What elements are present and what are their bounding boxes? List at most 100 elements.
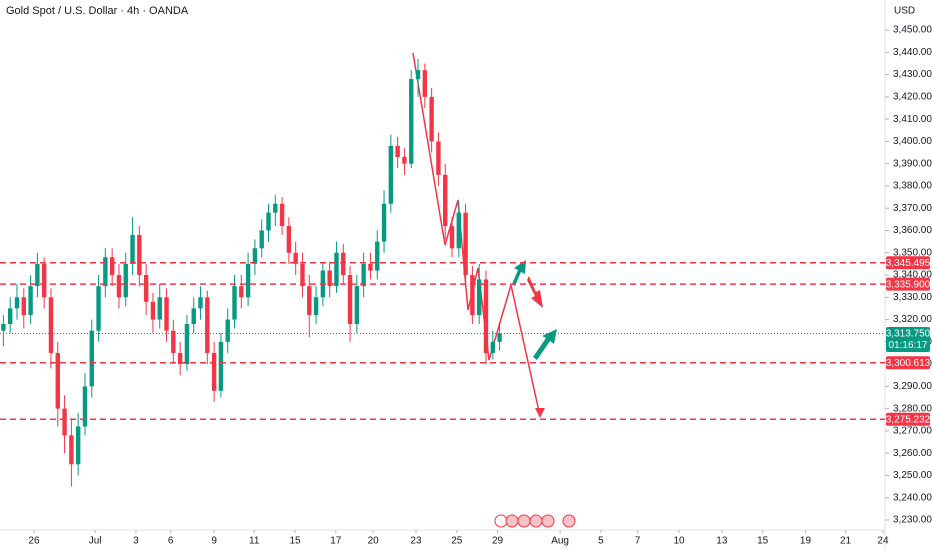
y-tick-label: 3,370.000 bbox=[893, 203, 932, 214]
candle-body bbox=[402, 156, 407, 164]
candle-body bbox=[137, 234, 142, 276]
candle-body bbox=[48, 297, 54, 353]
y-tick-label: 3,330.000 bbox=[893, 292, 932, 303]
x-tick-label: 10 bbox=[673, 536, 685, 547]
x-tick-label: 15 bbox=[289, 536, 301, 547]
candle-body bbox=[62, 408, 67, 436]
candle-body bbox=[191, 308, 196, 325]
candle-body bbox=[252, 248, 258, 264]
candle-body bbox=[381, 203, 387, 242]
candle-body bbox=[415, 70, 421, 80]
y-tick-label: 3,430.000 bbox=[893, 69, 932, 80]
event-icon bbox=[517, 514, 531, 528]
y-tick-label: 3,420.000 bbox=[893, 92, 932, 103]
candle-body bbox=[164, 297, 169, 331]
y-tick-label: 3,230.000 bbox=[893, 515, 932, 526]
candle-body bbox=[368, 263, 373, 271]
candle-body bbox=[388, 145, 394, 204]
y-tick-label: 3,410.000 bbox=[893, 114, 932, 125]
y-tick-label: 3,320.000 bbox=[893, 314, 932, 325]
candle-body bbox=[150, 301, 156, 320]
candle-body bbox=[218, 341, 224, 391]
candle-body bbox=[184, 324, 190, 365]
candle-body bbox=[205, 297, 210, 353]
event-icon bbox=[562, 514, 576, 528]
candle-body bbox=[130, 234, 135, 264]
candle-body bbox=[477, 279, 482, 316]
candle-body bbox=[409, 79, 414, 164]
candle-body bbox=[279, 203, 285, 227]
candle-body bbox=[497, 333, 502, 342]
up-arrow bbox=[533, 329, 557, 360]
candle-body bbox=[198, 297, 203, 309]
candle-body bbox=[35, 263, 40, 287]
level-label-box bbox=[886, 256, 930, 270]
y-tick-label: 3,340.000 bbox=[893, 270, 932, 281]
up-arrow bbox=[512, 260, 526, 286]
last-price-label: 3,313.750 bbox=[886, 329, 931, 340]
x-tick-label: 24 bbox=[877, 536, 889, 547]
y-tick-label: 3,260.000 bbox=[893, 448, 932, 459]
y-tick-label: 3,350.000 bbox=[893, 247, 932, 258]
candle-body bbox=[395, 145, 400, 157]
candle-body bbox=[334, 252, 339, 287]
x-tick-label: 17 bbox=[330, 536, 342, 547]
candle-body bbox=[143, 275, 149, 302]
candle-body bbox=[41, 263, 47, 298]
candle-body bbox=[103, 257, 108, 287]
candle-body bbox=[273, 203, 278, 213]
candle-body bbox=[266, 212, 271, 231]
y-tick-label: 3,280.000 bbox=[893, 403, 932, 414]
x-tick-label: 9 bbox=[211, 536, 217, 547]
event-icons bbox=[494, 514, 576, 528]
x-tick-label: 23 bbox=[410, 536, 422, 547]
candle-body bbox=[7, 308, 13, 325]
x-tick-label: 19 bbox=[800, 536, 812, 547]
candle-body bbox=[327, 270, 332, 287]
level-label: 3,300.613 bbox=[886, 358, 931, 369]
x-tick-label: 29 bbox=[492, 536, 504, 547]
candle-body bbox=[259, 230, 264, 249]
x-tick-label: 3 bbox=[133, 536, 139, 547]
candle-body bbox=[341, 252, 346, 276]
x-tick-label: 20 bbox=[368, 536, 380, 547]
candle-body bbox=[239, 286, 244, 298]
candle-body bbox=[14, 297, 20, 309]
level-label: 3,335.900 bbox=[886, 279, 931, 290]
event-icon bbox=[541, 514, 555, 528]
candle-body bbox=[300, 263, 305, 287]
candle-body bbox=[157, 297, 162, 320]
y-tick-label: 3,270.000 bbox=[893, 426, 932, 437]
chart-title: Gold Spot / U.S. Dollar · 4h · OANDA bbox=[6, 5, 189, 17]
level-label: 3,275.232 bbox=[886, 414, 931, 425]
candle-body bbox=[109, 257, 115, 276]
y-axis-label: USD bbox=[894, 6, 915, 17]
candle-body bbox=[225, 319, 230, 342]
candle-body bbox=[422, 70, 428, 97]
event-icon bbox=[529, 514, 543, 528]
level-label-box bbox=[886, 412, 930, 426]
candle-body bbox=[375, 241, 380, 271]
level-label-box bbox=[886, 356, 930, 370]
candle-body bbox=[21, 297, 26, 316]
candle-body bbox=[456, 212, 462, 249]
candle-body bbox=[286, 226, 292, 253]
candle-body bbox=[82, 386, 88, 427]
candle-body bbox=[436, 141, 441, 175]
y-tick-label: 3,240.000 bbox=[893, 492, 932, 503]
x-tick-label: 5 bbox=[598, 536, 604, 547]
candle-body bbox=[55, 352, 60, 409]
candle-body bbox=[483, 279, 489, 353]
x-tick-label: 25 bbox=[451, 536, 463, 547]
x-tick-label: Aug bbox=[551, 536, 569, 547]
y-tick-label: 3,390.000 bbox=[893, 158, 932, 169]
candle-body bbox=[123, 263, 128, 298]
candle-body bbox=[89, 330, 94, 387]
y-tick-label: 3,360.000 bbox=[893, 225, 932, 236]
y-tick-label: 3,450.000 bbox=[893, 25, 932, 36]
candle-body bbox=[28, 286, 33, 316]
candle-body bbox=[171, 330, 176, 353]
candle-body bbox=[307, 286, 312, 316]
event-icon bbox=[505, 514, 519, 528]
